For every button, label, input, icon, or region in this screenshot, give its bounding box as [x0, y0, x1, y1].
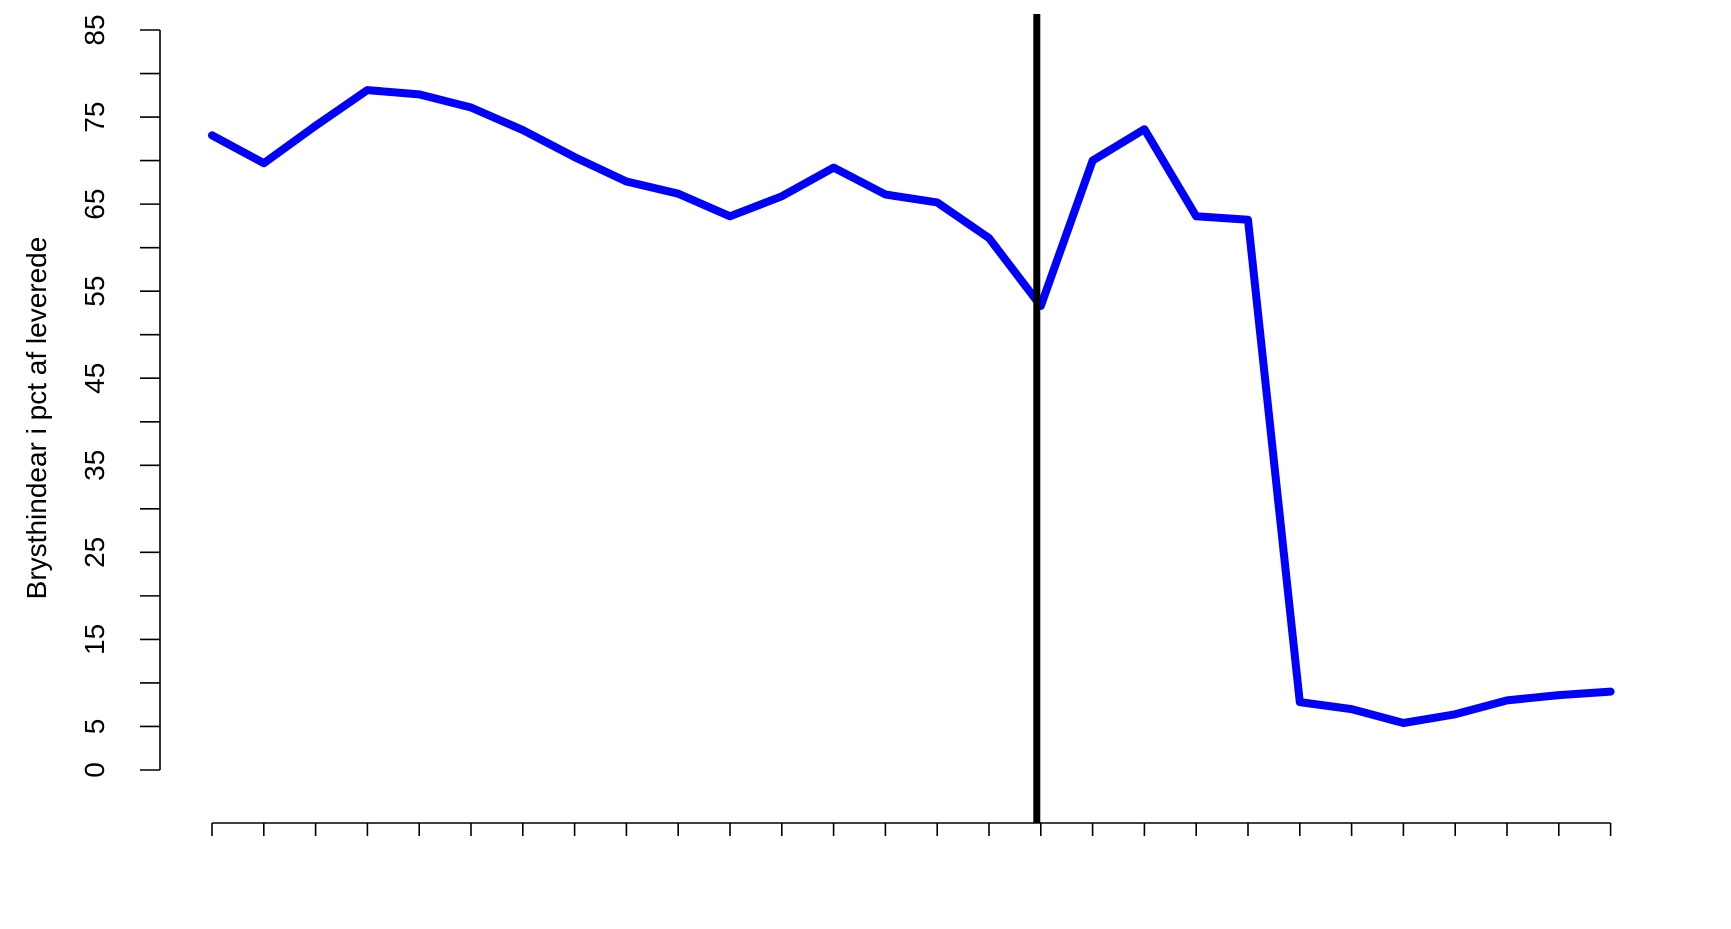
y-tick-label: 75 — [79, 101, 110, 132]
y-tick-label: 15 — [79, 624, 110, 655]
y-axis: 0 5 15 25 35 45 55 65 75 85 — [79, 14, 161, 778]
y-tick-label: 85 — [79, 14, 110, 45]
y-tick-label: 65 — [79, 189, 110, 220]
x-axis — [211, 822, 1612, 836]
y-tick-label: 45 — [79, 363, 110, 394]
y-tick-label: 35 — [79, 450, 110, 481]
y-axis-title: Brysthindear i pct af leverede — [21, 237, 52, 600]
y-tick-label: 0 — [79, 762, 110, 778]
y-tick-label: 25 — [79, 537, 110, 568]
y-tick-label: 55 — [79, 276, 110, 307]
y-tick-label: 5 — [79, 719, 110, 735]
series-line-1 — [208, 86, 1615, 727]
series-layer — [208, 86, 1615, 727]
